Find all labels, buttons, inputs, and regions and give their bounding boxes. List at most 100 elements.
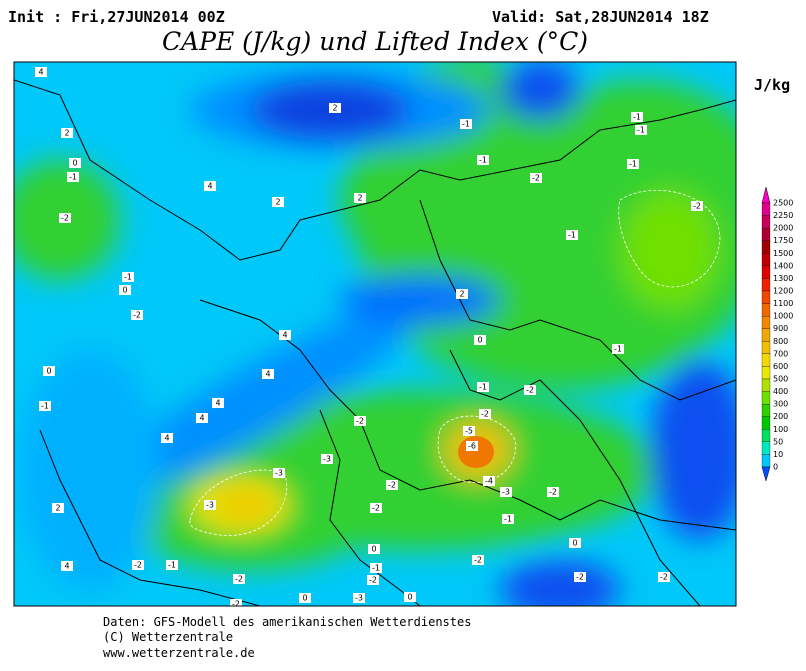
contour-label-box — [370, 563, 382, 573]
contour-label-box — [569, 538, 581, 548]
colorbar-segment — [761, 290, 771, 304]
contour-label: -2 — [232, 600, 240, 609]
contour-label-box — [691, 201, 703, 211]
contour-label-box — [627, 159, 639, 169]
contour-label: -1 — [168, 561, 176, 570]
colorbar-label: 500 — [773, 375, 788, 384]
contour-label: -2 — [481, 410, 489, 419]
colorbar-cap — [761, 466, 771, 482]
contour-label-box — [161, 433, 173, 443]
contour-label: 4 — [282, 331, 287, 340]
contour-label-box — [460, 119, 472, 129]
contour-label: -3 — [275, 469, 283, 478]
contour-label: -1 — [479, 156, 487, 165]
contour-label: 4 — [164, 434, 169, 443]
contour-label: -3 — [502, 488, 510, 497]
map-frame — [13, 61, 737, 607]
contour-label-box — [329, 103, 341, 113]
contour-label-box — [370, 503, 382, 513]
footer-line: Daten: GFS-Modell des amerikanischen Wet… — [103, 615, 471, 629]
footer-line: (C) Wetterzentrale — [103, 630, 233, 644]
contour-label: -1 — [568, 231, 576, 240]
contour-label: -1 — [41, 402, 49, 411]
contour-label-box — [612, 344, 624, 354]
colorbar: 2500225020001750150014001300120011001000… — [761, 186, 793, 482]
contour-label: -1 — [462, 120, 470, 129]
contour-label: -3 — [206, 501, 214, 510]
colorbar-label: 1500 — [773, 249, 793, 258]
contour-label-box — [39, 401, 51, 411]
contour-label: -2 — [372, 504, 380, 513]
footer-line: www.wetterzentrale.de — [103, 646, 255, 660]
colorbar-segment — [761, 202, 771, 216]
colorbar-label: 2250 — [773, 211, 793, 220]
contour-label-box — [463, 426, 475, 436]
contour-label-box — [658, 572, 670, 582]
contour-label: 4 — [215, 399, 220, 408]
contour-label-box — [321, 454, 333, 464]
contour-label-box — [230, 599, 242, 606]
colorbar-label: 0 — [773, 463, 778, 472]
contour-label-box — [196, 413, 208, 423]
colorbar-segment — [761, 253, 771, 267]
contour-label-box — [386, 480, 398, 490]
colorbar-segment — [761, 240, 771, 254]
colorbar-segment — [761, 366, 771, 380]
contour-label: 2 — [64, 129, 69, 138]
contour-label: -1 — [69, 173, 77, 182]
contour-label-box — [483, 476, 495, 486]
contour-label: 0 — [572, 539, 577, 548]
colorbar-segment — [761, 441, 771, 455]
colorbar-segment — [761, 265, 771, 279]
contour-label-box — [474, 335, 486, 345]
colorbar-segment — [761, 353, 771, 367]
contour-label: -6 — [468, 442, 476, 451]
map: 4 2 0 -1 -2 -1 0 -2 0 -1 4 2 2 2 4 4 4 4 4 2 0 -1 -1 -2 -1 -1 -1 -2… — [14, 62, 736, 609]
contour-label-box — [354, 416, 366, 426]
contour-label-box — [299, 593, 311, 603]
contour-label: -1 — [124, 273, 132, 282]
contour-label: 2 — [332, 104, 337, 113]
colorbar-segment — [761, 454, 771, 468]
colorbar-segment — [761, 378, 771, 392]
colorbar-label: 800 — [773, 337, 788, 346]
contour-label-box — [353, 593, 365, 603]
contour-label-box — [262, 369, 274, 379]
contour-label: -2 — [660, 573, 668, 582]
contour-label: -2 — [526, 386, 534, 395]
contour-label-box — [367, 575, 379, 585]
colorbar-segment — [761, 391, 771, 405]
contour-label-box — [631, 112, 643, 122]
contour-label-box — [166, 560, 178, 570]
contour-label: 0 — [122, 286, 127, 295]
contour-label: -2 — [693, 202, 701, 211]
map-title: CAPE (J/kg) und Lifted Index (°C) — [162, 27, 588, 56]
contour-label-box — [69, 158, 81, 168]
contour-label-box — [477, 382, 489, 392]
contour-label: -5 — [465, 427, 473, 436]
contour-label: -1 — [479, 383, 487, 392]
contour-label: 4 — [64, 562, 69, 571]
init-time: Init : Fri,27JUN2014 00Z — [8, 8, 225, 26]
colorbar-label: 100 — [773, 425, 788, 434]
contour-label-box — [456, 289, 468, 299]
contour-label: -2 — [549, 488, 557, 497]
colorbar-label: 600 — [773, 362, 788, 371]
contour-label: -2 — [369, 576, 377, 585]
colorbar-label: 1300 — [773, 274, 793, 283]
colorbar-label: 1000 — [773, 312, 793, 321]
colorbar-label: 10 — [773, 450, 783, 459]
colorbar-segment — [761, 328, 771, 342]
contour-label: 0 — [371, 545, 376, 554]
colorbar-label: 50 — [773, 437, 783, 446]
contour-label: -2 — [388, 481, 396, 490]
contour-label-box — [404, 592, 416, 602]
colorbar-label: 400 — [773, 387, 788, 396]
contour-label: -1 — [637, 126, 645, 135]
legend-unit: J/kg — [754, 76, 790, 94]
valid-time: Valid: Sat,28JUN2014 18Z — [492, 8, 709, 26]
contour-label: 0 — [46, 367, 51, 376]
contour-label-box — [59, 213, 71, 223]
contour-label: -2 — [61, 214, 69, 223]
